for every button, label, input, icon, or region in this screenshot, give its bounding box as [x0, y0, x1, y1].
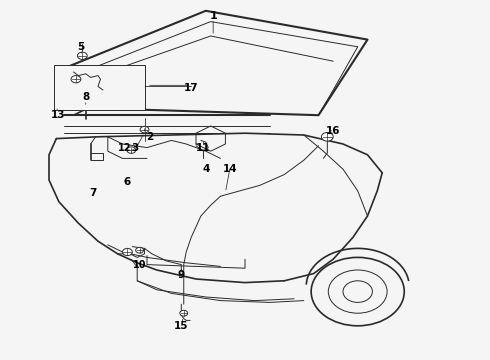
Text: 7: 7 [89, 188, 97, 198]
Text: 17: 17 [184, 83, 198, 93]
Text: 13: 13 [50, 110, 65, 120]
Text: 10: 10 [133, 260, 147, 270]
Circle shape [122, 248, 132, 256]
Text: 9: 9 [178, 270, 185, 280]
Circle shape [180, 310, 188, 316]
Text: 2: 2 [146, 132, 153, 142]
Circle shape [71, 76, 81, 83]
Circle shape [77, 52, 87, 59]
Text: 12: 12 [118, 143, 132, 153]
Text: 8: 8 [82, 92, 89, 102]
Text: 4: 4 [202, 164, 210, 174]
Text: 15: 15 [174, 321, 189, 331]
Text: 6: 6 [124, 177, 131, 187]
Circle shape [321, 132, 333, 141]
Text: 16: 16 [326, 126, 341, 136]
Text: 3: 3 [131, 143, 138, 153]
Text: 5: 5 [77, 42, 84, 52]
Circle shape [127, 147, 136, 153]
Circle shape [82, 96, 91, 102]
Circle shape [136, 247, 144, 253]
Circle shape [140, 126, 149, 133]
Text: 1: 1 [209, 11, 217, 21]
Text: 11: 11 [196, 143, 211, 153]
FancyBboxPatch shape [54, 65, 145, 110]
Text: 14: 14 [223, 164, 238, 174]
